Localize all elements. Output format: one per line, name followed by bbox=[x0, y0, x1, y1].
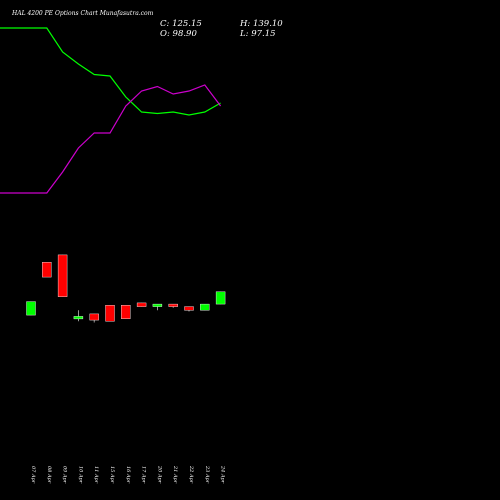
indicator-lines bbox=[0, 27, 222, 194]
x-tick-label-5: 15 Apr bbox=[109, 466, 115, 484]
close-label: C: 125.15 bbox=[160, 19, 202, 29]
candle-0 bbox=[26, 301, 36, 316]
x-tick-label-7: 17 Apr bbox=[141, 466, 147, 484]
candle-body-9 bbox=[168, 303, 178, 307]
candle-11 bbox=[200, 303, 210, 311]
candle-2 bbox=[57, 254, 68, 297]
candle-body-3 bbox=[73, 316, 84, 320]
candle-body-4 bbox=[89, 313, 99, 321]
x-tick-label-1: 08 Apr bbox=[46, 466, 52, 484]
candle-6 bbox=[121, 305, 131, 319]
series-line-0 bbox=[0, 27, 221, 116]
low-label: L: 97.15 bbox=[239, 29, 276, 39]
x-tick-label-12: 24 Apr bbox=[220, 465, 226, 484]
x-tick-label-2: 09 Apr bbox=[62, 466, 68, 484]
candle-body-1 bbox=[42, 262, 52, 278]
x-tick-label-11: 23 Apr bbox=[204, 465, 210, 484]
candle-body-8 bbox=[152, 303, 163, 307]
candle-body-5 bbox=[105, 305, 115, 322]
candle-4 bbox=[89, 313, 99, 323]
candle-7 bbox=[136, 302, 147, 307]
open-label: O: 98.90 bbox=[160, 29, 197, 39]
x-axis-ticks: 07 Apr 08 Apr 09 Apr 10 Apr 11 Apr 15 Apr 16 A… bbox=[30, 465, 226, 484]
candle-9 bbox=[168, 303, 178, 308]
series-line-1 bbox=[0, 84, 222, 194]
chart-title: HAL 4200 PE Options Chart Munafasutra.co… bbox=[11, 10, 154, 17]
candle-body-7 bbox=[136, 302, 147, 307]
candle-body-10 bbox=[184, 306, 194, 311]
candle-body-0 bbox=[26, 301, 36, 316]
x-tick-label-6: 16 Apr bbox=[125, 466, 131, 484]
candle-1 bbox=[42, 262, 52, 278]
candle-body-6 bbox=[121, 305, 131, 319]
candles bbox=[26, 254, 226, 323]
candle-5 bbox=[105, 305, 115, 322]
candle-body-12 bbox=[215, 291, 226, 305]
high-label: H: 139.10 bbox=[239, 19, 283, 29]
x-tick-label-10: 22 Apr bbox=[188, 465, 194, 484]
x-tick-label-4: 11 Apr bbox=[93, 466, 99, 484]
candle-8 bbox=[152, 303, 163, 311]
candle-10 bbox=[184, 306, 194, 312]
candle-12 bbox=[215, 291, 226, 305]
x-tick-label-9: 21 Apr bbox=[172, 465, 178, 484]
x-tick-label-3: 10 Apr bbox=[77, 466, 83, 484]
candle-body-2 bbox=[57, 254, 68, 297]
candle-3 bbox=[73, 310, 84, 322]
x-tick-label-0: 07 Apr bbox=[30, 466, 36, 484]
candle-body-11 bbox=[200, 303, 210, 311]
x-tick-label-8: 20 Apr bbox=[156, 465, 162, 484]
